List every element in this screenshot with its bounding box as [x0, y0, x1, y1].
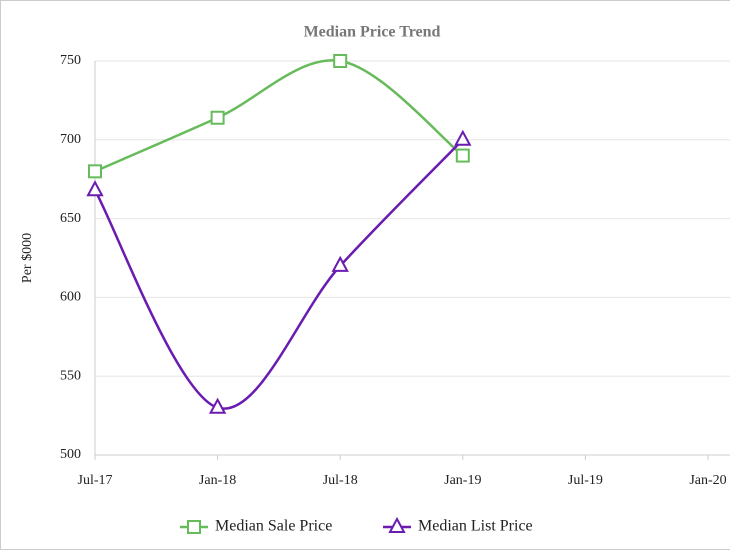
marker [331, 255, 349, 272]
marker [187, 520, 201, 534]
chart-title: Median Price Trend [304, 24, 441, 41]
y-axis-label: Per $000 [20, 233, 35, 283]
marker [388, 516, 406, 533]
x-tick-label: Jan-19 [444, 473, 481, 488]
series-line [93, 138, 464, 410]
marker [88, 164, 102, 179]
marker [86, 180, 104, 197]
series-line [94, 59, 464, 173]
x-tick-label: Jul-19 [568, 473, 603, 488]
y-tick-label: 700 [60, 132, 81, 147]
marker [454, 129, 472, 146]
marker [333, 54, 348, 68]
legend-label: Median List Price [418, 518, 533, 535]
x-tick-label: Jan-18 [199, 473, 236, 488]
x-tick-label: Jan-20 [689, 473, 726, 488]
y-tick-label: 600 [60, 290, 81, 305]
marker [210, 110, 225, 125]
y-tick-label: 750 [60, 53, 81, 68]
y-tick-label: 650 [60, 211, 81, 226]
legend-label: Median Sale Price [215, 518, 332, 535]
y-tick-label: 550 [60, 368, 81, 383]
marker [208, 397, 227, 414]
x-tick-label: Jul-17 [78, 473, 113, 488]
x-tick-label: Jul-18 [323, 473, 358, 488]
marker [455, 148, 470, 163]
y-tick-label: 500 [60, 447, 81, 462]
